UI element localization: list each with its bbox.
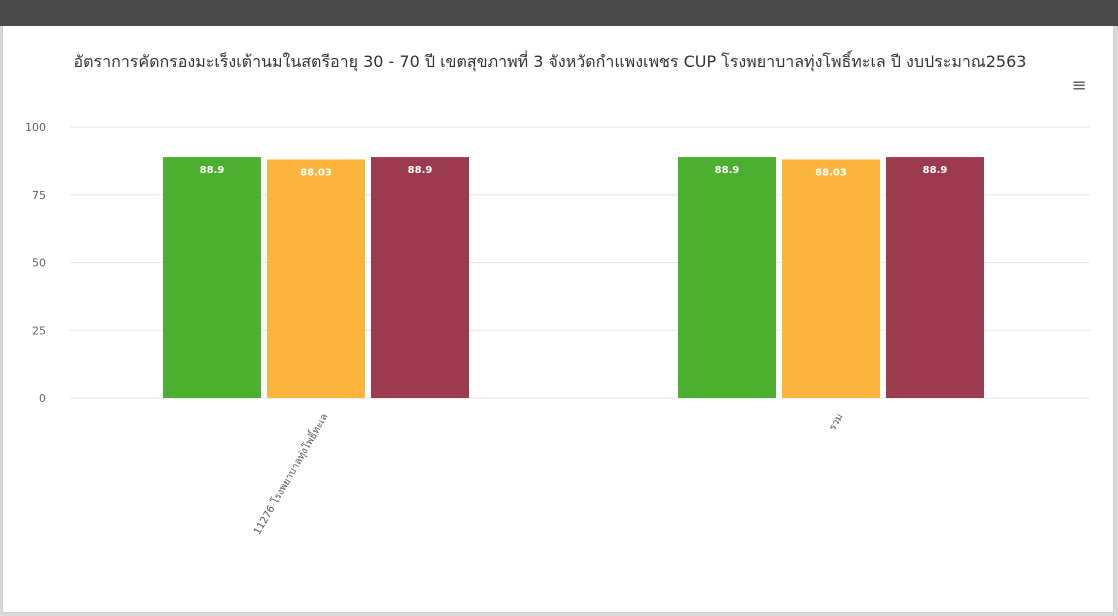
bar [678,157,776,398]
chart-title: อัตราการคัดกรองมะเร็งเต้านมในสตรีอายุ 30… [73,52,1027,71]
bar [782,159,880,398]
bar-data-label: 88.9 [408,165,433,176]
y-tick-label: 0 [39,392,46,405]
y-tick-label: 25 [32,324,46,337]
bar [371,157,469,398]
bar [163,157,261,398]
bar [886,157,984,398]
bar-data-label: 88.03 [815,167,847,178]
y-tick-label: 100 [25,121,46,134]
bar-data-label: 88.9 [715,165,740,176]
hamburger-menu-icon[interactable]: ≡ [1071,75,1087,96]
bar-data-label: 88.9 [200,165,225,176]
x-category-label: 11276 โรงพยาบาลทุ่งโพธิ์ทะเล [250,411,331,537]
bar-data-label: 88.03 [300,167,332,178]
y-tick-label: 50 [32,257,46,270]
y-tick-label: 75 [32,189,46,202]
bar [267,159,365,398]
x-category-label: รวม [827,412,845,433]
bar-data-label: 88.9 [923,165,948,176]
window-top-strip [0,0,1118,26]
